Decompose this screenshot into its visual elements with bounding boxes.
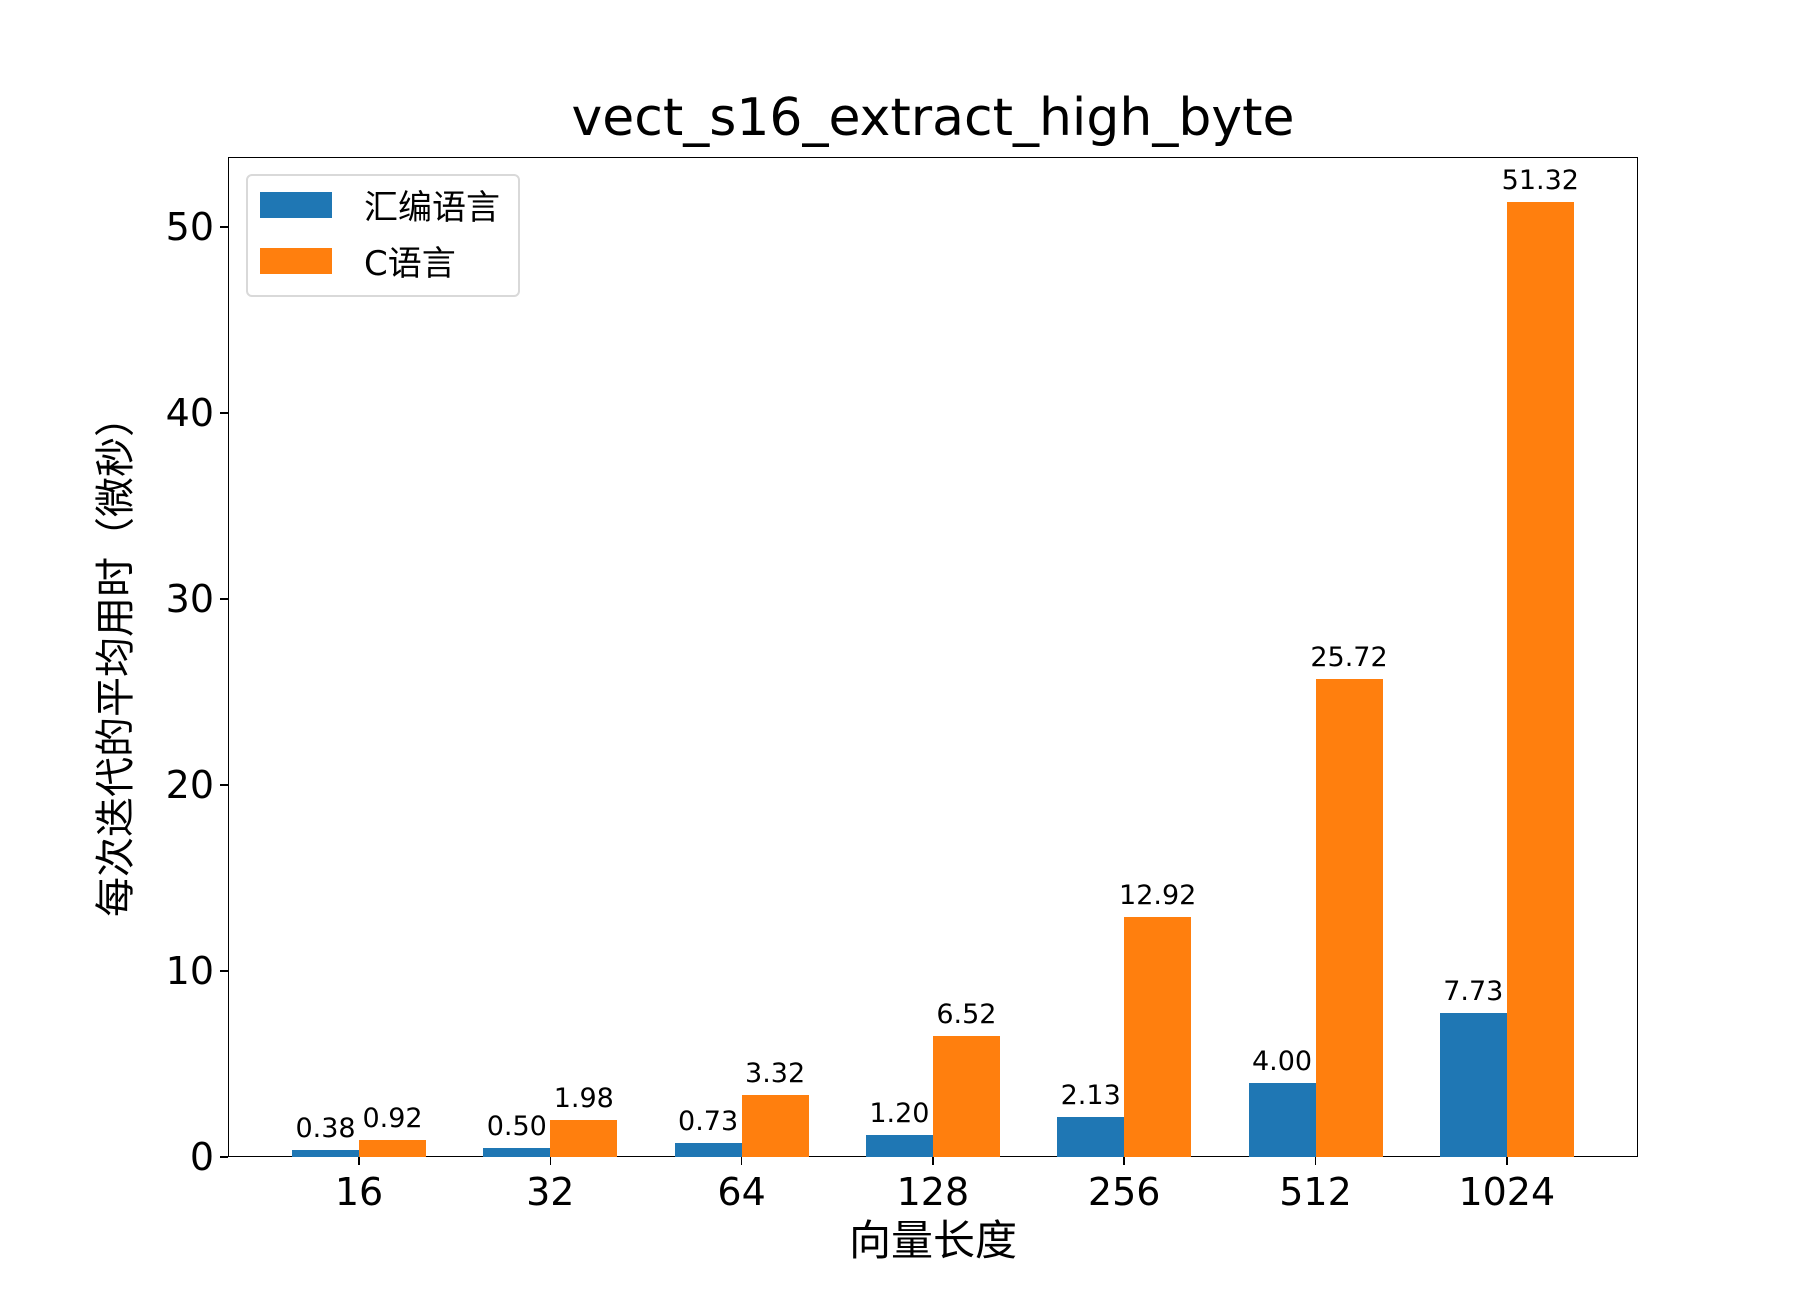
x-tick-label: 16	[334, 1170, 384, 1214]
value-label: 0.38	[295, 1112, 356, 1144]
bar-assembly-64	[674, 1143, 742, 1157]
bar-assembly-512	[1248, 1082, 1316, 1157]
bar-c-16	[359, 1139, 426, 1157]
bar-c-256	[1124, 916, 1192, 1157]
legend: 汇编语言 C语言	[246, 174, 520, 297]
x-tick	[1314, 1157, 1317, 1165]
bar-assembly-32	[483, 1147, 551, 1157]
value-label: 7.73	[1443, 976, 1504, 1008]
value-label: 2.13	[1060, 1080, 1121, 1112]
bar-assembly-16	[292, 1149, 359, 1157]
x-tick	[740, 1157, 743, 1165]
x-tick-label: 128	[896, 1170, 970, 1214]
bar-c-512	[1315, 678, 1383, 1157]
y-tick-label: 50	[165, 205, 214, 249]
y-tick-label: 10	[165, 949, 214, 993]
x-tick-label: 512	[1279, 1170, 1352, 1214]
x-tick	[549, 1157, 552, 1165]
y-tick	[220, 598, 228, 600]
legend-swatch-assembly	[260, 192, 332, 218]
value-label: 0.73	[678, 1106, 739, 1138]
y-tick-label: 30	[165, 577, 214, 621]
legend-swatch-c	[260, 248, 332, 274]
value-label: 6.52	[936, 998, 997, 1030]
x-tick	[1506, 1157, 1508, 1165]
y-tick	[220, 412, 228, 414]
x-tick-label: 1024	[1458, 1170, 1556, 1214]
x-tick-label: 64	[717, 1170, 766, 1214]
y-tick-label: 40	[165, 391, 214, 435]
x-tick-label: 32	[526, 1170, 575, 1214]
y-tick	[220, 970, 228, 972]
bar-assembly-1024	[1439, 1013, 1507, 1157]
value-label: 0.50	[486, 1110, 547, 1142]
y-tick	[220, 1156, 228, 1158]
bar-c-32	[550, 1120, 618, 1157]
value-label: 1.98	[553, 1083, 614, 1115]
x-tick	[358, 1157, 360, 1165]
bar-c-1024	[1506, 202, 1574, 1157]
x-tick	[1123, 1157, 1125, 1165]
y-tick	[220, 226, 228, 228]
value-label: 51.32	[1501, 165, 1579, 197]
legend-label-c: C语言	[364, 244, 456, 284]
value-label: 25.72	[1310, 641, 1388, 673]
y-tick-label: 20	[165, 763, 214, 807]
x-tick-label: 256	[1087, 1170, 1161, 1214]
bar-assembly-256	[1057, 1117, 1125, 1157]
value-label: 4.00	[1251, 1045, 1313, 1077]
y-tick	[220, 784, 228, 786]
value-label: 1.20	[869, 1097, 930, 1129]
bar-c-64	[741, 1095, 809, 1157]
value-label: 3.32	[745, 1058, 806, 1090]
bar-c-128	[932, 1035, 1000, 1157]
bar-assembly-128	[865, 1134, 933, 1157]
chart-title: vect_s16_extract_high_byte	[571, 88, 1295, 148]
x-tick	[932, 1157, 934, 1165]
value-label: 12.92	[1119, 879, 1197, 911]
y-tick-label: 0	[189, 1135, 214, 1179]
legend-label-assembly: 汇编语言	[364, 188, 500, 228]
x-axis-title: 向量长度	[848, 1216, 1017, 1265]
y-axis-title: 每次迭代的平均用时（微秒）	[93, 397, 139, 917]
value-label: 0.92	[362, 1102, 423, 1134]
